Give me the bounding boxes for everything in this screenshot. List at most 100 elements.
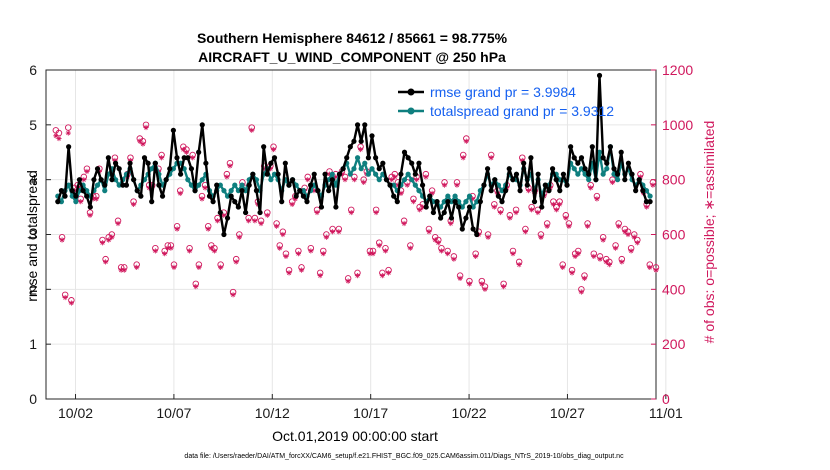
rmse-point <box>412 171 418 177</box>
obs-assimilated-marker <box>84 168 90 175</box>
rmse-point <box>582 166 588 172</box>
obs-assimilated-marker <box>354 273 361 279</box>
rmse-point <box>91 177 97 183</box>
rmse-point <box>300 193 306 199</box>
rmse-point <box>510 177 516 183</box>
obs-assimilated-marker <box>401 220 407 227</box>
rmse-point <box>560 171 567 177</box>
rmse-point <box>282 160 288 166</box>
totalspread-point <box>362 160 368 166</box>
obs-assimilated-marker <box>550 201 556 207</box>
rmse-point <box>578 155 585 161</box>
legend-rmse-label: rmse grand pr = 3.9984 <box>430 84 576 100</box>
obs-assimilated-marker <box>404 182 410 188</box>
obs-assimilated-marker <box>438 248 445 254</box>
obs-assimilated-marker <box>563 215 569 221</box>
rmse-point <box>531 199 538 205</box>
rmse-point <box>123 182 130 188</box>
y-right-tick-label: 1200 <box>662 62 693 78</box>
totalspread-point <box>354 155 361 161</box>
obs-assimilated-marker <box>382 248 389 254</box>
rmse-point <box>513 171 520 177</box>
obs-assimilated-marker <box>510 251 516 257</box>
x-tick-label: 10/27 <box>550 405 585 421</box>
obs-assimilated-marker <box>130 201 137 207</box>
obs-assimilated-marker <box>650 182 656 188</box>
rmse-point <box>232 199 238 205</box>
rmse-point <box>354 122 361 128</box>
totalspread-point <box>149 166 155 172</box>
obs-assimilated-marker <box>249 127 255 133</box>
totalspread-point <box>586 177 592 183</box>
obs-assimilated-marker <box>140 141 146 147</box>
obs-assimilated-marker <box>115 220 121 227</box>
totalspread-point <box>369 166 375 172</box>
obs-assimilated-marker <box>553 207 560 213</box>
obs-assimilated-marker <box>588 185 594 191</box>
rmse-point <box>181 155 187 161</box>
rmse-point <box>203 160 209 166</box>
obs-assimilated-marker <box>224 174 230 180</box>
data-file-footnote: data file: /Users/raeder/DAI/ATM_forcXX/… <box>184 453 624 460</box>
rmse-point <box>159 193 166 199</box>
rmse-point <box>69 188 75 194</box>
obs-assimilated-marker <box>109 234 115 240</box>
rmse-point <box>228 193 234 199</box>
x-tick-label: 10/17 <box>353 405 388 421</box>
rmse-point <box>120 182 126 188</box>
obs-assimilated-marker <box>389 177 395 183</box>
rmse-point <box>448 215 455 221</box>
obs-assimilated-marker <box>644 204 650 210</box>
obs-assimilated-marker <box>448 220 454 227</box>
totalspread-point <box>199 177 205 183</box>
rmse-point <box>131 177 137 183</box>
obs-assimilated-marker <box>246 218 252 224</box>
rmse-point <box>217 209 223 216</box>
rmse-point <box>289 177 296 183</box>
totalspread-point <box>575 171 581 177</box>
rmse-point <box>643 199 650 205</box>
totalspread-point <box>391 182 397 188</box>
obs-assimilated-marker <box>560 264 566 270</box>
totalspread-point <box>347 171 353 177</box>
totalspread-point <box>578 166 585 172</box>
totalspread-point <box>94 182 101 188</box>
rmse-point <box>423 204 429 210</box>
totalspread-point <box>604 166 610 172</box>
obs-assimilated-marker <box>186 248 193 254</box>
obs-assimilated-marker <box>59 237 65 243</box>
obs-assimilated-marker <box>336 229 342 235</box>
rmse-point <box>261 144 267 150</box>
totalspread-point <box>373 171 379 177</box>
rmse-point <box>333 204 339 210</box>
rmse-point <box>546 188 552 194</box>
rmse-point <box>474 231 480 238</box>
rmse-point <box>192 188 198 194</box>
y-tick-label: 3 <box>29 227 37 243</box>
obs-assimilated-marker <box>603 259 609 265</box>
rmse-point <box>614 171 621 177</box>
obs-assimilated-marker <box>342 177 348 183</box>
rmse-point <box>618 149 624 155</box>
rmse-point <box>593 177 599 183</box>
rmse-point <box>535 171 541 177</box>
x-axis-ticks: 10/02 10/07 10/12 10/17 10/22 10/27 11/01 <box>58 394 683 421</box>
rmse-point <box>326 188 332 194</box>
rmse-point <box>199 122 205 128</box>
rmse-point <box>549 166 556 172</box>
obs-assimilated-marker <box>183 149 190 155</box>
rmse-point <box>398 171 404 177</box>
rmse-point <box>127 160 133 166</box>
x-tick-label: 10/07 <box>156 405 191 421</box>
obs-assimilated-marker <box>345 278 351 284</box>
rmse-point <box>401 149 408 155</box>
rmse-point <box>275 171 281 177</box>
rmse-point <box>647 199 653 205</box>
obs-assimilated-marker <box>127 157 134 164</box>
rmse-point <box>347 144 353 150</box>
obs-assimilated-marker <box>227 163 233 169</box>
rmse-point <box>297 188 303 194</box>
totalspread-point <box>448 199 455 205</box>
rmse-point <box>369 133 375 139</box>
totalspread-point <box>582 171 588 177</box>
